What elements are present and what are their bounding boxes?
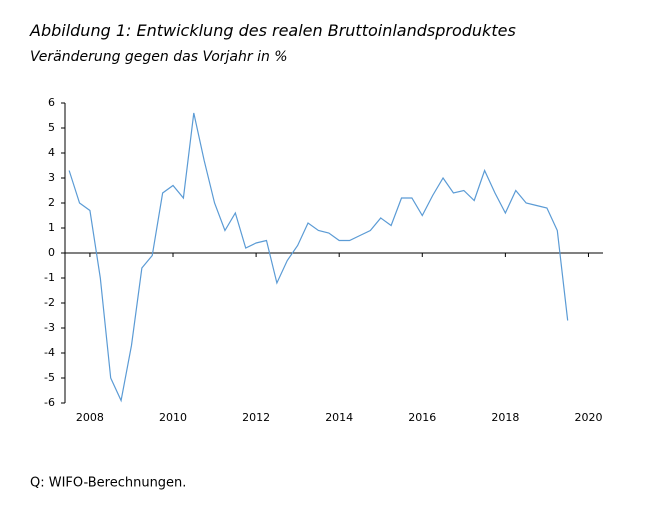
y-tick-label: 4 — [48, 146, 55, 159]
y-tick-label: 2 — [48, 196, 55, 209]
y-tick-label: -2 — [44, 296, 55, 309]
chart-title: Abbildung 1: Entwicklung des realen Brut… — [29, 21, 516, 40]
y-tick-label: 6 — [48, 96, 55, 109]
data-line — [68, 112, 569, 403]
y-tick-label: -4 — [44, 346, 55, 359]
y-tick-label: -6 — [44, 396, 55, 409]
y-tick-label: 3 — [48, 171, 55, 184]
x-tick-label: 2012 — [242, 411, 270, 424]
y-tick-label: -3 — [44, 321, 55, 334]
x-tick-label: 2008 — [76, 411, 104, 424]
y-tick-label: 0 — [48, 246, 55, 259]
y-tick-label: 1 — [48, 221, 55, 234]
chart-subtitle: Veränderung gegen das Vorjahr in % — [30, 49, 288, 65]
x-tick-label: 2010 — [159, 411, 187, 424]
x-tick-label: 2018 — [491, 411, 519, 424]
source-note: Q: WIFO-Berechnungen. — [30, 476, 186, 491]
y-tick-label: -1 — [44, 271, 55, 284]
y-tick-label: 5 — [48, 121, 55, 134]
x-tick-label: 2016 — [408, 411, 436, 424]
x-tick-label: 2014 — [325, 411, 353, 424]
x-tick-label: 2020 — [574, 411, 602, 424]
y-tick-label: -5 — [44, 371, 55, 384]
